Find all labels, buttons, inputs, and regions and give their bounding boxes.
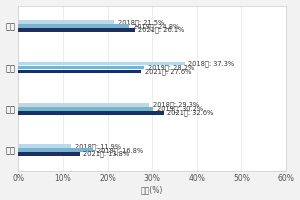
Bar [18,107,153,111]
Bar [18,70,142,73]
Text: 2018년: 11.9%: 2018년: 11.9% [75,143,121,150]
Bar [18,20,114,24]
X-axis label: 비율(%): 비율(%) [141,185,164,194]
Text: 2018년: 37.3%: 2018년: 37.3% [188,60,234,67]
Text: 2019년: 24.8%: 2019년: 24.8% [133,23,179,30]
Bar [18,144,71,148]
Bar [18,66,144,69]
Bar [18,111,164,115]
Bar [18,62,185,65]
Text: 2021년: 27.6%: 2021년: 27.6% [145,68,191,75]
Text: 2021년: 13.8%: 2021년: 13.8% [83,151,130,157]
Text: 2021년: 32.6%: 2021년: 32.6% [167,110,214,116]
Text: 2019년: 30.2%: 2019년: 30.2% [157,106,203,112]
Bar [18,103,149,107]
Bar [18,28,135,32]
Text: 2018년: 29.3%: 2018년: 29.3% [153,102,199,108]
Text: 2018년: 21.5%: 2018년: 21.5% [118,19,164,26]
Text: 2019년: 16.8%: 2019년: 16.8% [97,147,143,154]
Text: 2019년: 28.2%: 2019년: 28.2% [148,64,194,71]
Text: 2021년: 26.1%: 2021년: 26.1% [138,27,184,33]
Bar [18,24,129,28]
Bar [18,152,80,156]
Bar [18,148,93,152]
